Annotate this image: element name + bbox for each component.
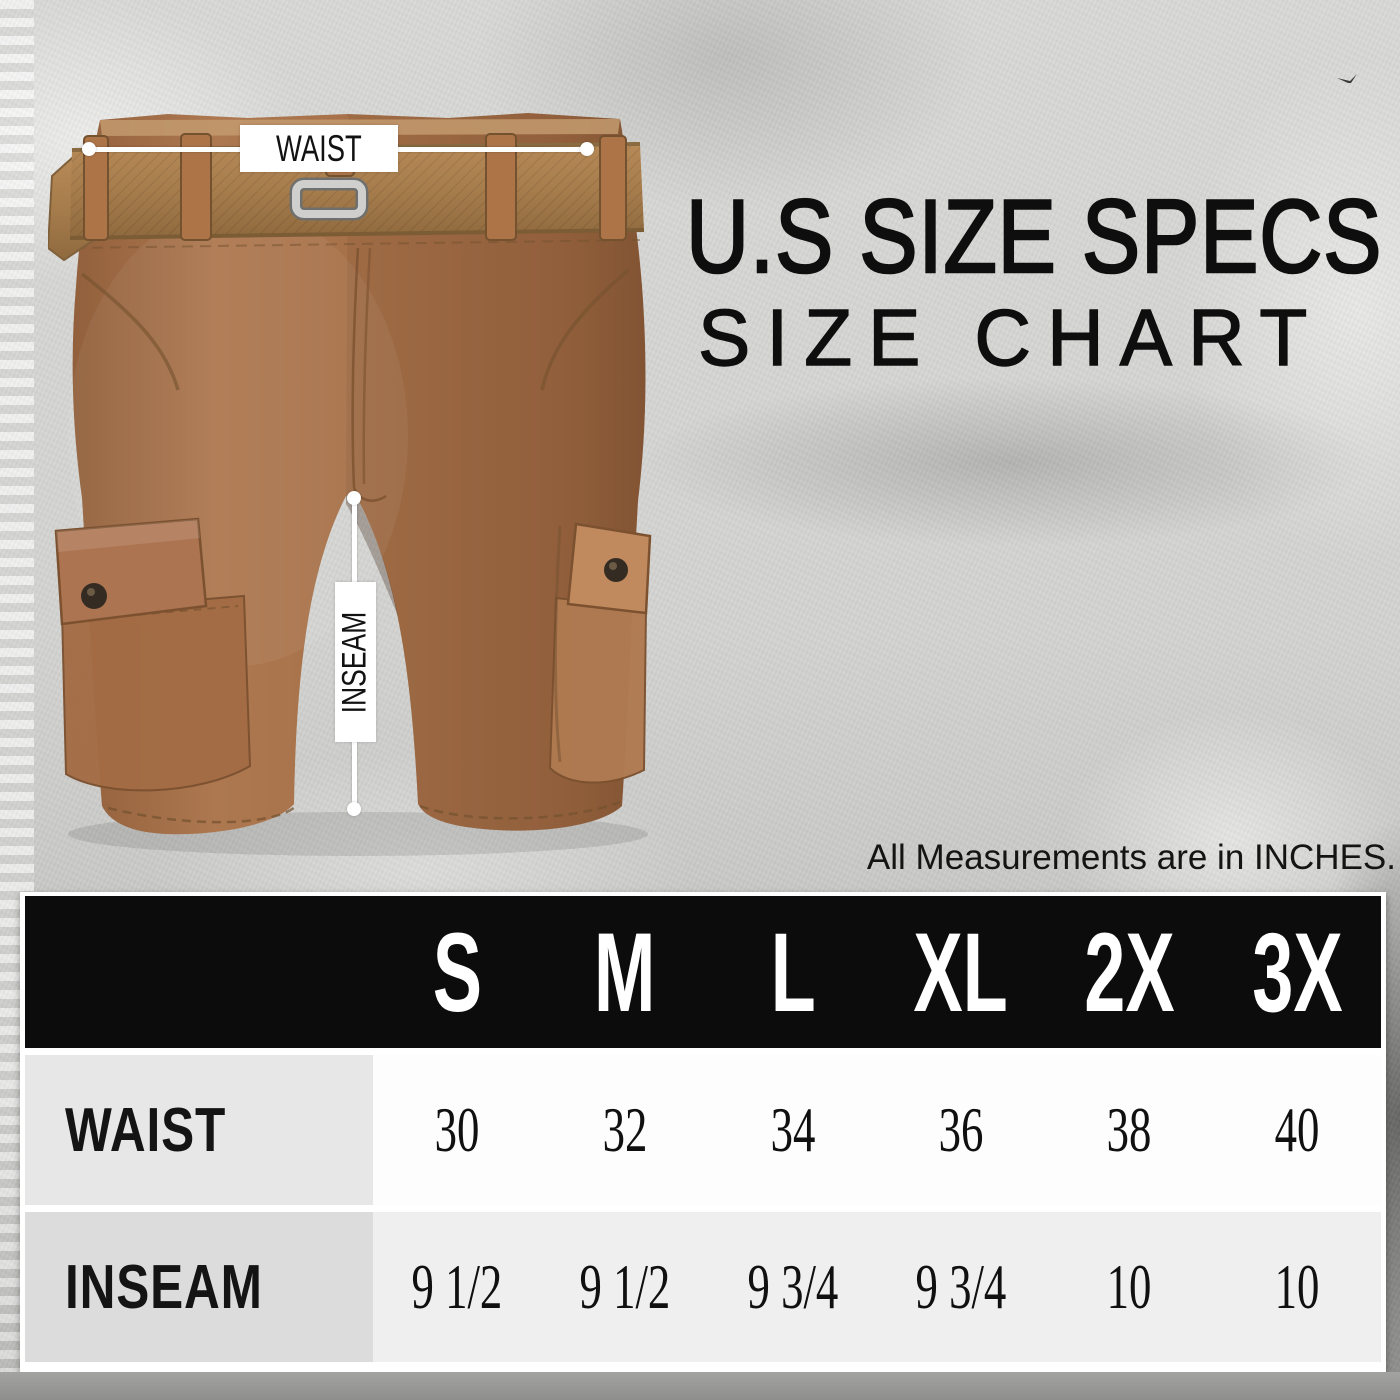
waist-value-3x: 40 (1213, 1055, 1381, 1205)
inseam-value-xl: 9 3/4 (877, 1212, 1045, 1362)
waist-line-left-dot (82, 142, 96, 156)
waist-value-l: 34 (709, 1055, 877, 1205)
waist-value-s: 30 (373, 1055, 541, 1205)
inseam-row-label: INSEAM (25, 1212, 373, 1362)
waist-value-2x: 38 (1045, 1055, 1213, 1205)
waist-row: WAIST 30 32 34 36 38 40 (25, 1055, 1381, 1205)
inseam-value-m: 9 1/2 (541, 1212, 709, 1362)
left-pocket-button (81, 583, 107, 609)
header-size-xl: XL (913, 909, 1009, 1035)
right-cargo-pocket (548, 522, 652, 784)
left-cargo-pocket (54, 517, 252, 792)
inseam-line-top-dot (347, 491, 361, 505)
waist-line-right-dot (580, 142, 594, 156)
size-chart-table: S M L XL 2X 3X WAIST 30 32 34 36 38 40 I… (20, 892, 1386, 1376)
inseam-value-l: 9 3/4 (709, 1212, 877, 1362)
header-size-3x: 3X (1251, 909, 1343, 1035)
inseam-value-2x: 10 (1045, 1212, 1213, 1362)
shorts-product-photo (48, 113, 652, 856)
header-size-l: L (770, 909, 816, 1035)
belt-loops (83, 129, 627, 241)
page-title-line2: SIZE CHART (697, 293, 1324, 382)
inseam-line-bottom-dot (347, 802, 361, 816)
page-title-line1: U.S SIZE SPECS (685, 179, 1383, 295)
inseam-row: INSEAM 9 1/2 9 1/2 9 3/4 9 3/4 10 10 (25, 1212, 1381, 1362)
header-empty-cell (25, 896, 373, 1048)
waist-value-m: 32 (541, 1055, 709, 1205)
background-speck (1337, 74, 1357, 83)
belt-buckle (289, 177, 369, 221)
inseam-callout-label: INSEAM (335, 582, 376, 742)
header-size-2x: 2X (1083, 909, 1175, 1035)
size-chart-header-row: S M L XL 2X 3X (25, 896, 1381, 1048)
header-size-m: M (594, 909, 656, 1035)
waist-value-xl: 36 (877, 1055, 1045, 1205)
waist-callout-text: WAIST (276, 127, 362, 169)
waist-callout-label: WAIST (240, 125, 398, 172)
right-pocket-button (604, 558, 628, 582)
waist-row-label: WAIST (25, 1055, 373, 1205)
measurement-units-note: All Measurements are in INCHES. (866, 838, 1396, 877)
inseam-callout-text: INSEAM (336, 611, 375, 713)
inseam-value-s: 9 1/2 (373, 1212, 541, 1362)
header-size-s: S (432, 909, 482, 1035)
background-bottom-band (0, 1372, 1400, 1400)
inseam-value-3x: 10 (1213, 1212, 1381, 1362)
